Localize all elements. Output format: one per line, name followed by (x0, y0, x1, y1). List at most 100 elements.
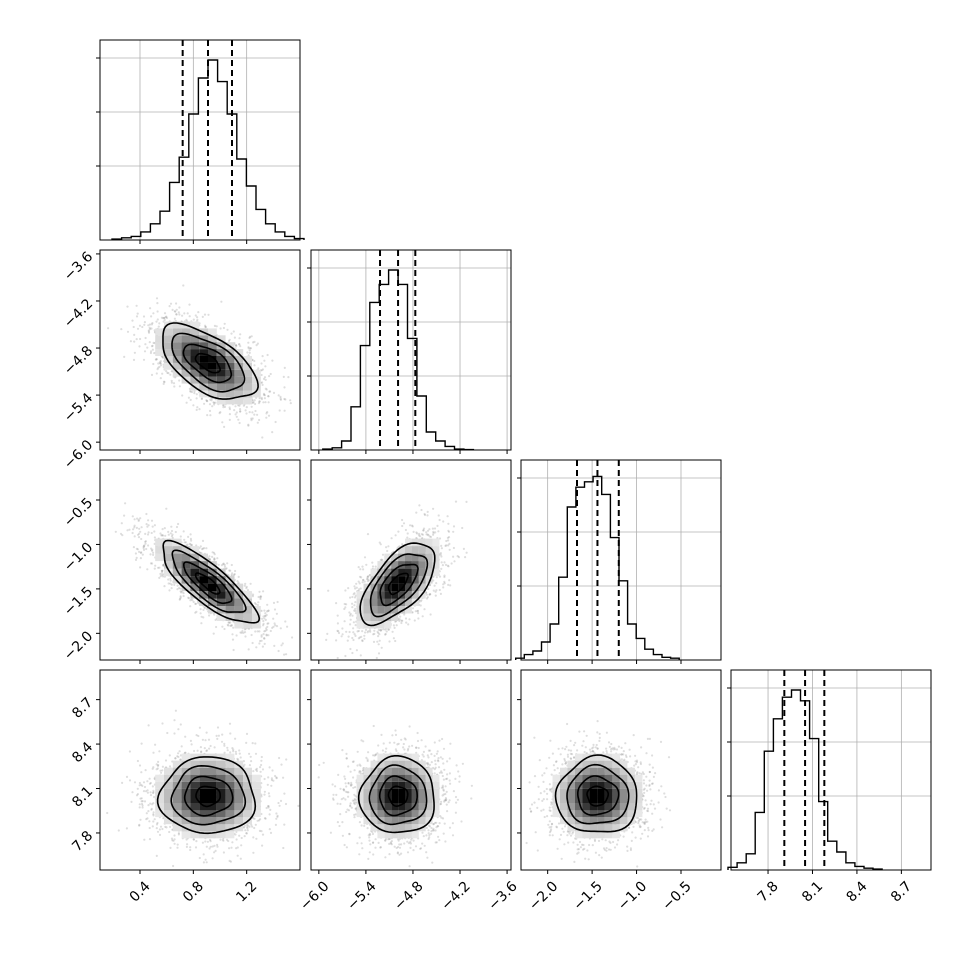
scatter-point (264, 387, 267, 390)
scatter-point (267, 622, 270, 625)
scatter-point (279, 397, 282, 400)
scatter-point (196, 318, 199, 321)
scatter-point (448, 542, 451, 546)
scatter-point (353, 592, 356, 595)
scatter-point (155, 372, 158, 375)
scatter-point (384, 633, 387, 636)
scatter-point (203, 606, 206, 609)
scatter-point (354, 609, 357, 613)
scatter-point (376, 640, 379, 643)
scatter-point (146, 346, 149, 349)
scatter-point (209, 414, 212, 417)
scatter-point (249, 582, 252, 585)
density-cell (391, 613, 399, 621)
scatter-point (121, 781, 124, 785)
scatter-point (239, 631, 242, 634)
scatter-point (343, 607, 346, 611)
scatter-point (204, 324, 207, 327)
scatter-point (446, 564, 449, 567)
scatter-point (150, 323, 153, 326)
density-cell (363, 591, 371, 599)
scatter-point (361, 565, 364, 568)
scatter-point (148, 326, 151, 329)
scatter-point (240, 631, 243, 634)
scatter-point (147, 329, 150, 332)
density-cell (377, 613, 385, 621)
scatter-point (448, 548, 451, 551)
scatter-point (213, 403, 216, 406)
scatter-point (156, 318, 159, 321)
scatter-point (263, 793, 266, 796)
scatter-point (384, 628, 387, 631)
density-cell (411, 591, 419, 599)
scatter-point (283, 409, 286, 412)
scatter-point (143, 321, 146, 324)
scatter-point (223, 565, 227, 568)
scatter-point (123, 514, 126, 517)
scatter-point (415, 511, 418, 514)
scatter-point (261, 617, 264, 620)
scatter-point (179, 595, 182, 598)
density-cell (418, 553, 426, 562)
density-cell (155, 328, 164, 336)
scatter-point (159, 575, 162, 578)
scatter-point (170, 379, 173, 382)
scatter-point (379, 629, 382, 632)
scatter-point (279, 395, 282, 398)
scatter-point (197, 601, 200, 605)
density-cell (164, 538, 173, 547)
scatter-point (283, 366, 286, 369)
density-cell (216, 383, 226, 391)
scatter-point (264, 401, 267, 404)
scatter-point (384, 632, 387, 636)
scatter-point (419, 600, 422, 603)
scatter-point (228, 418, 231, 421)
density-cells (356, 538, 440, 629)
scatter-point (210, 399, 213, 402)
scatter-point (187, 535, 190, 539)
scatter-point (341, 633, 344, 636)
scatter-point (262, 633, 265, 636)
density-cell (208, 356, 217, 363)
scatter-point (173, 385, 176, 388)
scatter-point (163, 318, 166, 322)
scatter-point (144, 336, 147, 340)
scatter-point (140, 771, 143, 774)
scatter-point (261, 355, 264, 358)
density-cell (391, 606, 399, 614)
scatter-point (363, 637, 366, 640)
density-cell (405, 546, 412, 554)
scatter-point (162, 382, 165, 385)
scatter-point (244, 582, 247, 585)
density-cell (432, 561, 440, 569)
scatter-point (152, 312, 155, 315)
scatter-point (169, 302, 173, 305)
scatter-point (410, 524, 414, 527)
hist-panel-2 (515, 459, 722, 664)
scatter-point (196, 406, 199, 409)
panel-content (107, 284, 292, 439)
scatter-point (432, 575, 435, 579)
scatter-point (465, 551, 468, 554)
density-cell (398, 591, 405, 599)
scatter-point (155, 320, 158, 323)
scatter-point (187, 597, 191, 600)
scatter-point (251, 358, 254, 361)
scatter-point (167, 530, 170, 534)
scatter-point (254, 752, 258, 755)
scatter-point (147, 519, 150, 522)
density-cell (172, 328, 182, 336)
density-cell (411, 583, 419, 592)
scatter-point (178, 385, 181, 388)
scatter-point (440, 567, 443, 571)
density-cell (208, 328, 217, 336)
scatter-point (236, 580, 239, 583)
scatter-point (465, 500, 468, 503)
scatter-point (348, 611, 351, 614)
scatter-point (142, 545, 145, 548)
scatter-point (366, 578, 369, 581)
scatter-point (238, 421, 241, 425)
scatter-point (140, 551, 143, 554)
density-cell (199, 369, 208, 377)
scatter-point (250, 419, 253, 422)
